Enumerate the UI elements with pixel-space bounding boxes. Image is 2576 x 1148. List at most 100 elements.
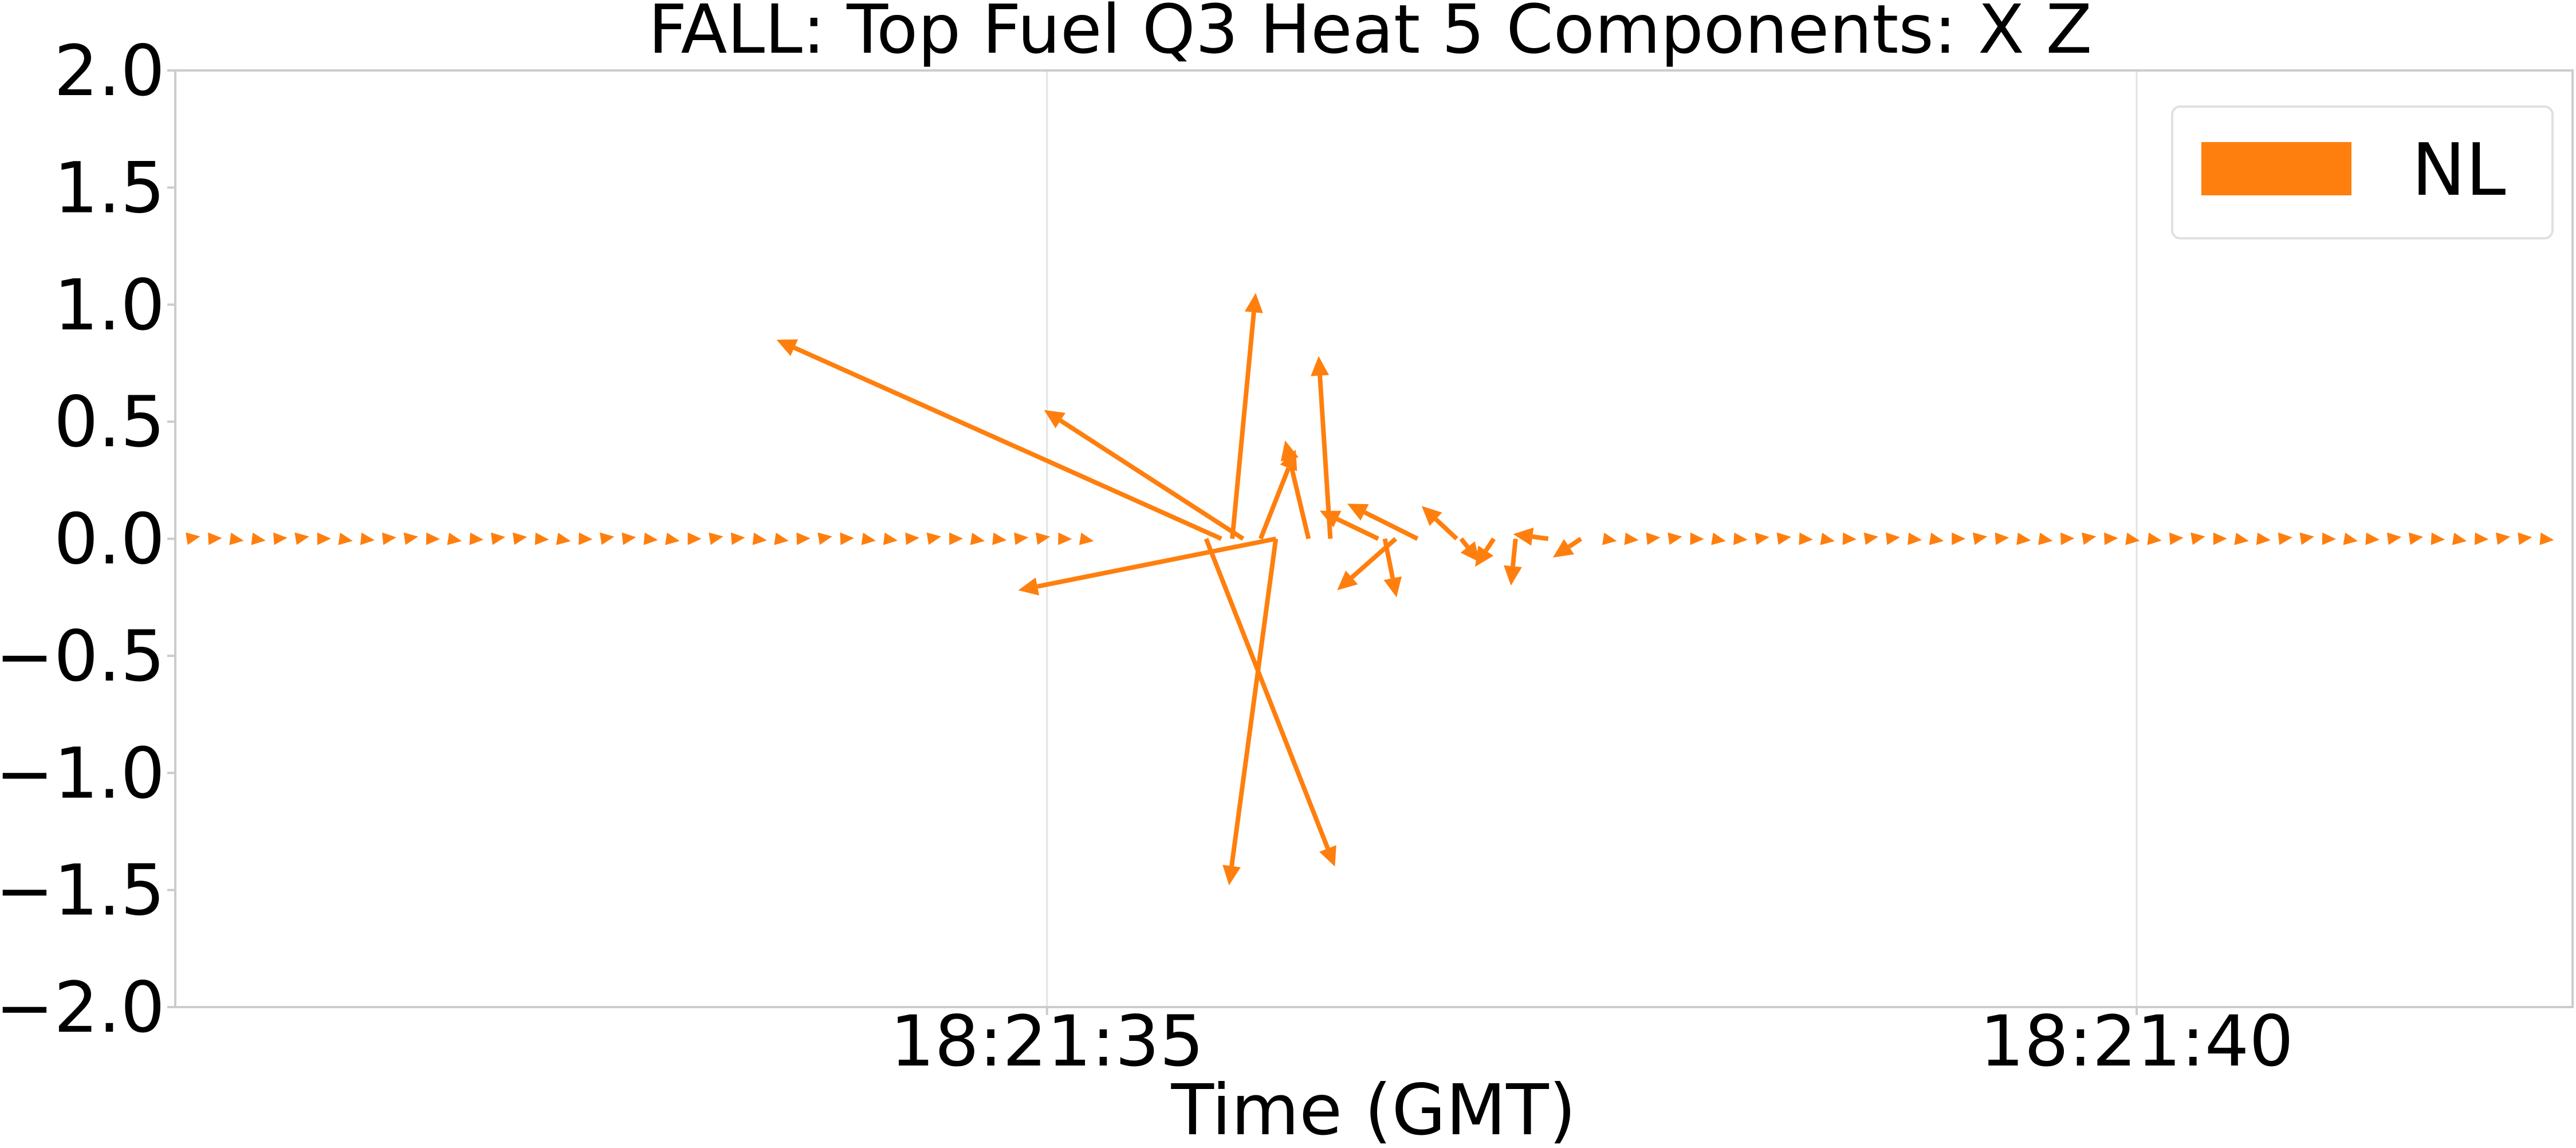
flow-marker [534,532,549,545]
flow-marker [840,532,854,545]
vector-arrow [776,339,1222,541]
flow-marker [1908,532,1922,545]
x-tick-label: 18:21:35 [890,1001,1204,1082]
flow-marker [447,532,462,545]
vector-arrow [1230,293,1263,539]
flow-marker [926,532,942,545]
flow-marker [2213,532,2227,545]
y-tick-label: −1.0 [0,733,165,814]
flow-marker [2518,532,2532,545]
flow-marker [992,532,1007,545]
y-axis-ticks: 2.0 1.5 1.0 0.5 0.0 −0.5 −1.0 −1.5 −2.0 [0,30,175,1048]
flow-marker [2256,532,2271,545]
flow-marker [2386,532,2402,545]
y-tick-label: 2.0 [54,30,165,112]
flow-marker [2452,532,2467,545]
flow-marker [1799,532,1813,545]
vector-arrow [1513,527,1549,546]
flow-marker [687,532,702,545]
flow-marker [905,532,920,545]
flow-marker [1646,532,1661,545]
flow-marker [1602,532,1617,545]
flow-marker [556,532,571,545]
grid [1046,70,2138,1007]
flow-marker [1886,532,1901,545]
flow-marker [251,532,266,545]
flow-marker [2016,532,2031,545]
vector-arrow [1347,504,1419,541]
vector-arrow [1475,537,1496,567]
flow-marker [1035,532,1051,545]
flow-marker [229,532,244,545]
legend: NL [2171,105,2554,239]
x-tick-label: 18:21:40 [1980,1001,2294,1082]
flow-marker [490,532,506,545]
flow-marker [512,532,528,545]
vector-field [186,293,2554,886]
vector-arrow [1018,536,1277,596]
flow-marker [665,532,680,545]
flow-marker [1058,532,1072,545]
flow-marker [1755,532,1769,545]
flow-marker [949,532,963,545]
flow-marker [1820,532,1835,545]
vector-arrow [1552,537,1583,558]
flow-marker [273,532,288,545]
flow-marker [2060,532,2075,545]
flow-marker [2299,532,2314,545]
flow-marker [2147,532,2162,545]
y-tick-label: 0.5 [54,382,165,463]
flow-marker [600,532,615,545]
flow-marker [1842,532,1857,545]
x-axis-ticks: 18:21:35 18:21:40 [890,1001,2294,1082]
flow-marker [1776,532,1791,545]
flow-marker [2082,532,2097,545]
flow-marker [1014,532,1029,545]
flow-marker [186,532,200,545]
flow-marker [1690,532,1704,545]
y-tick-label: 0.0 [54,499,165,580]
flow-marker [1995,532,2009,545]
flow-marker [2431,532,2445,545]
flow-marker [1624,532,1639,545]
vector-arrow [1504,538,1522,586]
flow-marker [2038,532,2053,545]
y-tick-label: −2.0 [0,967,165,1048]
flow-marker [2190,532,2205,545]
flow-marker [317,532,331,545]
flow-marker [2365,532,2380,545]
flow-marker [709,532,723,545]
vector-arrow [1421,506,1458,541]
flow-marker [294,532,309,545]
y-tick-label: 1.0 [54,265,165,346]
flow-marker [883,532,898,545]
legend-box [2171,105,2554,239]
flow-marker [2408,532,2424,545]
y-tick-label: −1.5 [0,850,165,931]
flow-marker [2125,532,2140,545]
vector-arrow [1337,537,1398,591]
flow-marker [817,532,832,545]
vector-arrow [1459,537,1480,563]
vector-arrow [1280,440,1311,540]
flow-marker [1929,532,1944,545]
flow-marker [1079,532,1094,545]
flow-marker [1733,532,1748,545]
flow-marker [796,532,811,545]
flow-marker [1972,532,1988,545]
y-tick-label: −0.5 [0,616,165,697]
flow-marker [2539,532,2554,545]
y-tick-label: 1.5 [54,147,165,229]
flow-marker [1667,532,1682,545]
flow-marker [752,532,767,545]
flow-marker [1863,532,1879,545]
flow-marker [338,532,353,545]
flow-marker [2322,532,2337,545]
vector-arrow [1204,538,1336,867]
flow-marker [2496,532,2511,545]
flow-marker [469,532,484,545]
flow-marker [2278,532,2292,545]
flow-marker [2474,532,2489,545]
